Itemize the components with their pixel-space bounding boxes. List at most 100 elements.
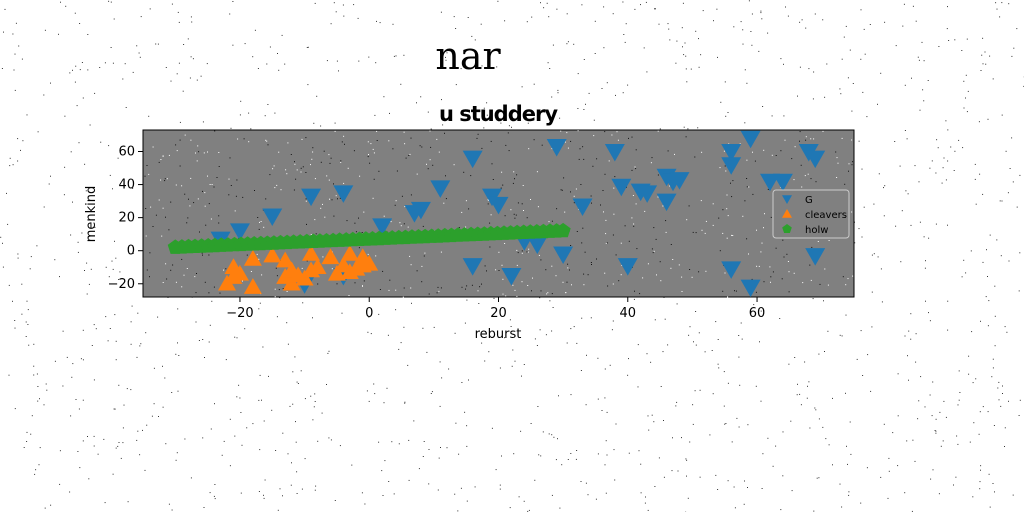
speckle-dot: [439, 405, 441, 407]
speckle-dot: [481, 342, 483, 344]
speckle-dot: [606, 242, 608, 244]
speckle-dot: [37, 400, 39, 402]
speckle-dot: [208, 292, 210, 294]
speckle-dot: [339, 445, 341, 447]
speckle-dot: [430, 128, 432, 130]
speckle-dot: [733, 486, 735, 488]
speckle-dot: [947, 300, 949, 302]
speckle-dot: [995, 2, 997, 4]
speckle-dot: [45, 383, 47, 385]
speckle-dot: [317, 283, 319, 285]
speckle-dot: [869, 24, 871, 25]
speckle-dot: [932, 469, 934, 471]
speckle-dot: [676, 401, 678, 403]
speckle-dot: [600, 204, 601, 206]
speckle-dot: [686, 81, 688, 83]
speckle-dot: [118, 384, 120, 386]
speckle-dot: [947, 329, 949, 331]
speckle-dot: [263, 226, 265, 228]
speckle-dot: [487, 199, 489, 201]
speckle-dot: [146, 165, 148, 166]
speckle-dot: [531, 16, 533, 18]
speckle-dot: [591, 264, 592, 265]
speckle-dot: [742, 215, 744, 217]
speckle-dot: [219, 292, 221, 294]
speckle-dot: [175, 184, 177, 186]
speckle-dot: [312, 151, 314, 153]
speckle-dot: [463, 171, 465, 173]
speckle-dot: [274, 112, 276, 114]
speckle-dot: [785, 6, 786, 8]
speckle-dot: [760, 251, 762, 253]
speckle-dot: [48, 183, 50, 185]
speckle-dot: [20, 149, 21, 151]
speckle-dot: [257, 217, 259, 218]
speckle-dot: [261, 399, 262, 401]
speckle-dot: [489, 222, 491, 224]
speckle-dot: [382, 270, 384, 272]
speckle-dot: [967, 90, 969, 92]
speckle-dot: [851, 211, 853, 213]
speckle-dot: [852, 275, 854, 277]
speckle-dot: [274, 187, 276, 189]
speckle-dot: [140, 343, 142, 345]
data-point-G: [656, 193, 677, 212]
speckle-dot: [769, 266, 771, 268]
speckle-dot: [564, 141, 566, 143]
speckle-dot: [681, 276, 683, 278]
speckle-dot: [612, 234, 614, 236]
speckle-dot: [427, 111, 429, 113]
speckle-dot: [945, 120, 947, 122]
speckle-dot: [144, 469, 146, 471]
speckle-dot: [646, 71, 648, 73]
speckle-dot: [715, 474, 717, 476]
speckle-dot: [276, 275, 278, 277]
speckle-dot: [1001, 114, 1003, 116]
speckle-dot: [763, 281, 765, 283]
speckle-dot: [914, 460, 916, 462]
speckle-dot: [663, 296, 665, 298]
speckle-dot: [398, 348, 400, 350]
speckle-dot: [858, 228, 860, 230]
speckle-dot: [391, 441, 393, 443]
speckle-dot: [548, 433, 550, 435]
speckle-dot: [804, 361, 806, 363]
speckle-dot: [644, 502, 646, 504]
speckle-dot: [289, 405, 291, 407]
speckle-dot: [177, 11, 179, 13]
speckle-dot: [534, 479, 536, 481]
speckle-dot: [437, 489, 439, 491]
speckle-dot: [436, 292, 438, 294]
speckle-dot: [204, 192, 206, 194]
speckle-dot: [659, 128, 661, 130]
speckle-dot: [929, 167, 931, 169]
speckle-dot: [115, 447, 117, 449]
speckle-dot: [1000, 405, 1002, 407]
speckle-dot: [839, 334, 841, 336]
speckle-dot: [665, 231, 667, 233]
speckle-dot: [643, 47, 645, 49]
speckle-dot: [179, 165, 181, 167]
speckle-dot: [240, 492, 242, 494]
speckle-dot: [235, 195, 237, 197]
speckle-dot: [82, 440, 84, 442]
speckle-dot: [236, 337, 238, 339]
speckle-dot: [214, 403, 215, 405]
data-point-G: [604, 143, 625, 162]
speckle-dot: [113, 18, 115, 20]
speckle-dot: [502, 293, 504, 295]
speckle-dot: [567, 147, 569, 149]
speckle-dot: [273, 165, 275, 167]
speckle-dot: [94, 92, 96, 94]
speckle-dot: [6, 192, 7, 194]
speckle-dot: [742, 29, 744, 31]
speckle-dot: [4, 8, 6, 10]
speckle-dot: [763, 227, 764, 229]
speckle-dot: [746, 178, 748, 179]
speckle-dot: [438, 457, 440, 459]
speckle-dot: [278, 69, 280, 71]
speckle-dot: [613, 449, 615, 451]
speckle-dot: [75, 65, 77, 67]
speckle-dot: [328, 179, 330, 181]
